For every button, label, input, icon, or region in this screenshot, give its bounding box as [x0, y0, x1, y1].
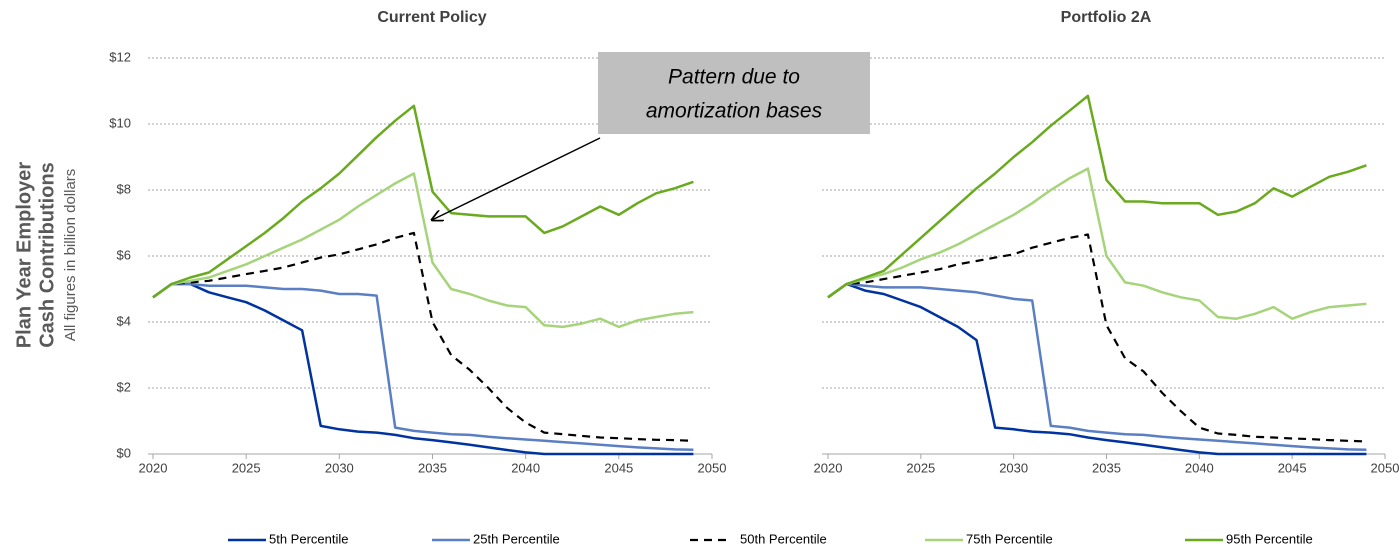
x-tick-label: 2050 [698, 460, 727, 475]
x-tick-label: 2025 [232, 460, 261, 475]
x-tick-label: 2045 [1278, 460, 1307, 475]
chart-title: Portfolio 2A [1061, 9, 1152, 26]
x-tick-label: 2025 [906, 460, 935, 475]
legend-label: 50th Percentile [740, 531, 827, 546]
series-line [827, 282, 1367, 451]
series-line [152, 104, 694, 299]
x-tick-label: 2045 [604, 460, 633, 475]
y-tick-label: $0 [117, 445, 131, 460]
series-line [152, 282, 694, 451]
y-tick-label: $10 [109, 115, 131, 130]
series-line [827, 94, 1367, 299]
series-line [152, 231, 694, 442]
annotation-box [598, 52, 870, 134]
annotation: Pattern due to amortization bases [432, 52, 870, 220]
x-tick-label: 2030 [325, 460, 354, 475]
x-tick-label: 2030 [999, 460, 1028, 475]
y-axis-label: Cash Contributions [36, 162, 58, 348]
legend-label: 75th Percentile [966, 531, 1053, 546]
x-tick-label: 2035 [1092, 460, 1121, 475]
legend-label: 95th Percentile [1226, 531, 1313, 546]
x-tick-label: 2050 [1371, 460, 1400, 475]
x-tick-label: 2040 [1185, 460, 1214, 475]
x-tick-label: 2035 [418, 460, 447, 475]
series-line [152, 282, 694, 456]
legend: 5th Percentile 25th Percentile 50th Percen… [228, 531, 1313, 546]
y-tick-label: $8 [117, 181, 131, 196]
y-axis-label: Plan Year Employer [13, 162, 35, 349]
series-line [827, 282, 1367, 456]
x-tick-label: 2040 [511, 460, 540, 475]
y-tick-label: $12 [109, 49, 131, 64]
chart-title: Current Policy [377, 9, 486, 26]
y-tick-label: $6 [117, 247, 131, 262]
legend-label: 25th Percentile [473, 531, 560, 546]
legend-label: 5th Percentile [269, 531, 349, 546]
x-tick-label: 2020 [814, 460, 843, 475]
y-axis-note: All figures in billion dollars [62, 169, 79, 342]
annotation-text: amortization bases [646, 100, 823, 123]
y-tick-label: $4 [117, 313, 131, 328]
series-line [827, 233, 1367, 443]
annotation-text: Pattern due to [668, 66, 800, 89]
series-line [827, 167, 1367, 320]
y-tick-label: $2 [117, 379, 131, 394]
annotation-arrow [432, 137, 601, 220]
series-line [152, 172, 694, 329]
x-tick-label: 2020 [139, 460, 168, 475]
